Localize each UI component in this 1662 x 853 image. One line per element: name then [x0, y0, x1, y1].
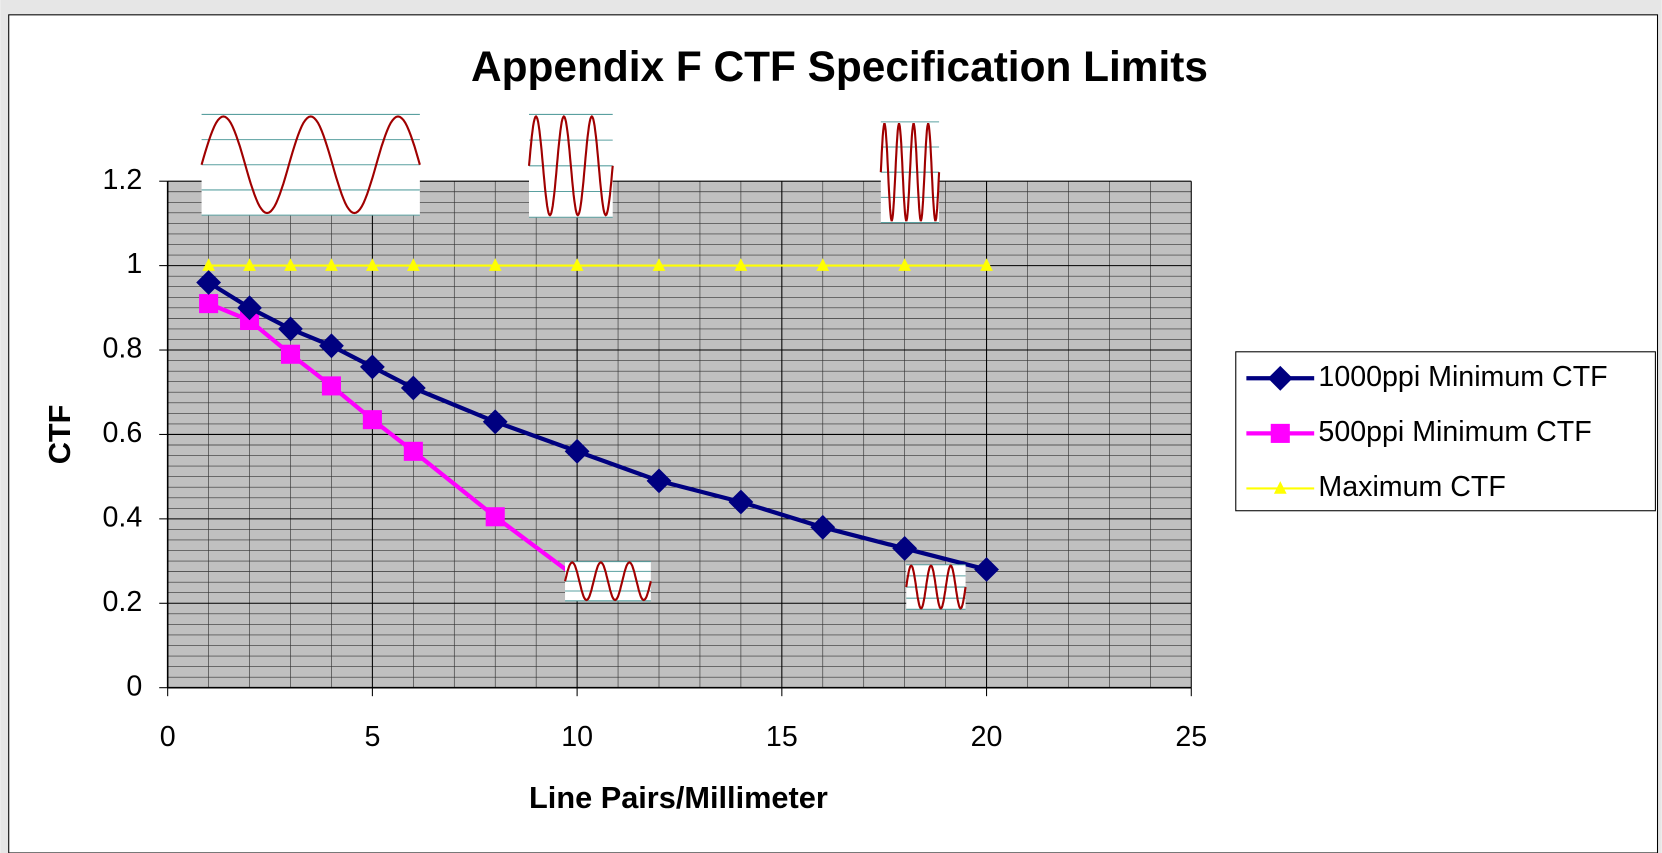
marker — [485, 507, 505, 527]
legend-label: 1000ppi Minimum CTF — [1318, 361, 1607, 393]
legend-label: Maximum CTF — [1318, 471, 1505, 503]
marker — [816, 258, 830, 271]
x-tick-label: 5 — [364, 721, 380, 753]
wave-image-curve — [200, 115, 421, 215]
y-tick-label: 0.8 — [102, 333, 142, 365]
marker — [202, 258, 215, 271]
marker — [974, 557, 999, 582]
marker — [400, 375, 426, 401]
marker — [728, 489, 754, 515]
y-tick-label: 1 — [126, 248, 142, 280]
marker — [488, 258, 502, 271]
y-tick-label: 0 — [126, 670, 142, 702]
chart-title: Appendix F CTF Specification Limits — [471, 43, 1208, 90]
marker — [240, 310, 260, 331]
marker — [284, 258, 297, 271]
marker — [199, 294, 219, 314]
y-tick-label: 1.2 — [102, 164, 142, 196]
y-tick-label: 0.6 — [102, 417, 142, 449]
legend-marker — [1267, 365, 1293, 391]
legend-marker — [1270, 423, 1290, 443]
marker — [646, 468, 672, 494]
marker — [243, 258, 256, 271]
legend: 1000ppi Minimum CTF 500ppi Minimum CTF Max… — [1246, 361, 1608, 503]
x-axis-label: Line Pairs/Millimeter — [529, 780, 828, 815]
marker — [196, 270, 222, 295]
wave-images — [200, 113, 967, 610]
marker — [280, 344, 301, 364]
x-tick-label: 25 — [1175, 721, 1207, 753]
marker — [321, 376, 341, 396]
marker — [278, 316, 303, 342]
marker — [406, 258, 420, 271]
marker — [810, 514, 836, 540]
y-tick-label: 0.4 — [102, 501, 142, 533]
wave-image-curve — [905, 564, 967, 610]
y-tick-label: 0.2 — [102, 586, 142, 618]
y-axis-label: CTF — [42, 405, 77, 465]
legend-label: 500ppi Minimum CTF — [1318, 416, 1591, 448]
marker — [652, 258, 666, 271]
legend-marker — [1273, 481, 1287, 494]
marker — [898, 258, 912, 271]
marker — [366, 258, 379, 271]
marker — [237, 295, 262, 321]
x-tick-label: 0 — [160, 721, 176, 753]
marker — [892, 536, 918, 561]
x-tick-label: 15 — [766, 721, 798, 753]
marker — [564, 438, 590, 464]
marker — [482, 409, 508, 435]
marker — [319, 333, 344, 359]
x-tick-label: 20 — [971, 721, 1003, 753]
marker — [362, 410, 382, 430]
x-tick-label: 10 — [561, 721, 593, 753]
wave-image-curve — [879, 123, 941, 222]
marker — [359, 354, 385, 380]
marker — [980, 258, 993, 271]
marker — [325, 258, 338, 271]
plot: 0 0.2 0.4 0.6 0.8 1 1.2 0 5 10 15 20 25 — [102, 164, 1207, 753]
wave-image-curve — [527, 115, 614, 217]
marker — [734, 258, 748, 271]
marker — [570, 258, 584, 271]
wave-image-curve — [564, 561, 652, 602]
marker — [403, 441, 423, 461]
